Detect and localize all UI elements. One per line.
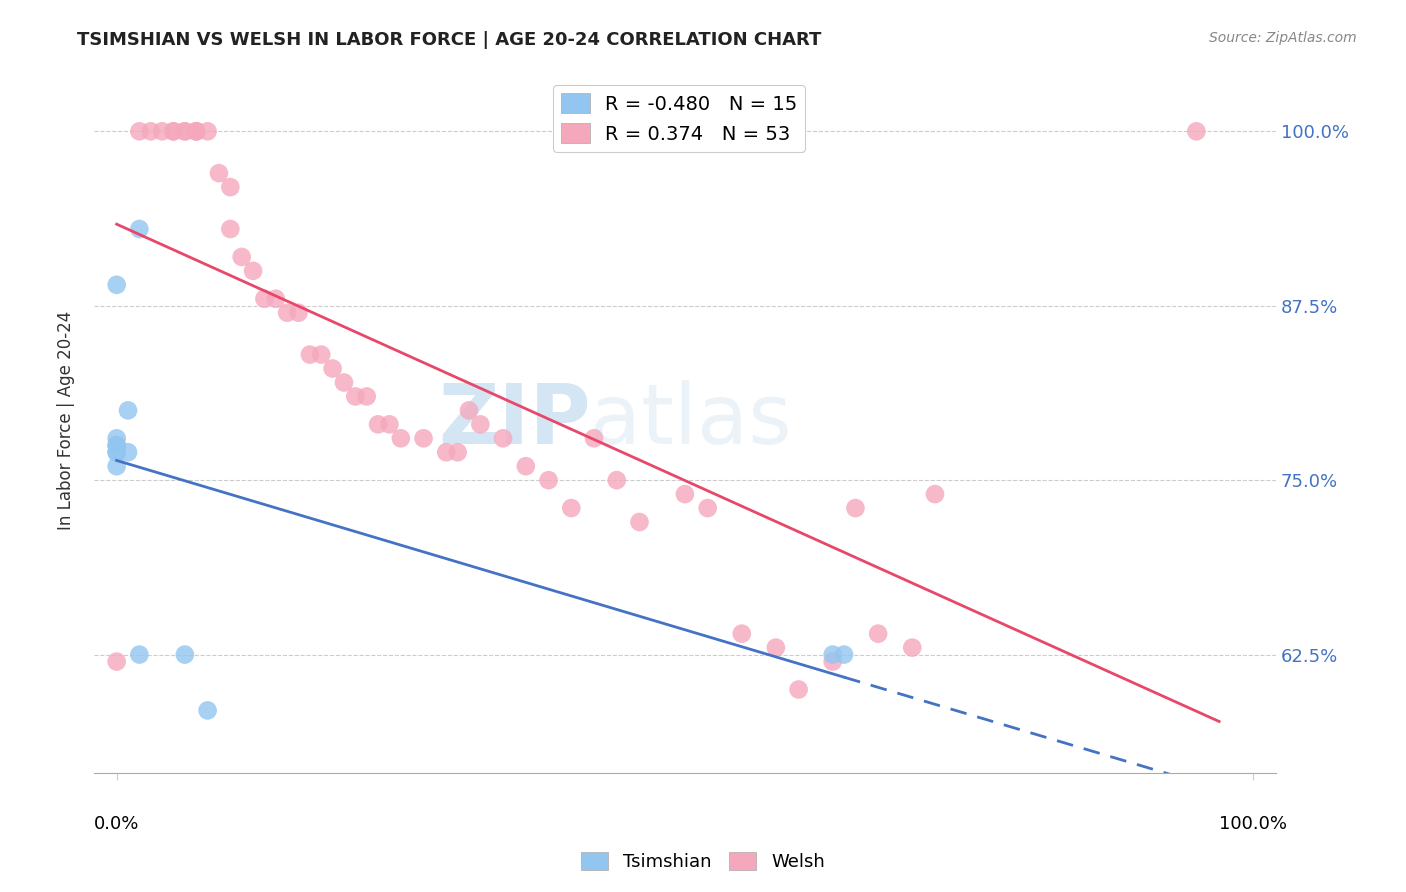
Point [264, 292, 287, 306]
Point [560, 501, 582, 516]
Point [628, 515, 651, 529]
Point [105, 277, 128, 292]
Point [219, 180, 242, 194]
Point [333, 376, 356, 390]
Point [309, 348, 332, 362]
Point [731, 626, 754, 640]
Text: 100.0%: 100.0% [1219, 815, 1288, 833]
Point [242, 264, 264, 278]
Text: TSIMSHIAN VS WELSH IN LABOR FORCE | AGE 20-24 CORRELATION CHART: TSIMSHIAN VS WELSH IN LABOR FORCE | AGE … [77, 31, 821, 49]
Point [356, 389, 378, 403]
Point [253, 292, 276, 306]
Point [276, 306, 298, 320]
Point [446, 445, 468, 459]
Point [197, 124, 219, 138]
Point [128, 648, 150, 662]
Point [105, 445, 128, 459]
Point [186, 124, 208, 138]
Text: Source: ZipAtlas.com: Source: ZipAtlas.com [1209, 31, 1357, 45]
Point [344, 389, 367, 403]
Legend: Tsimshian, Welsh: Tsimshian, Welsh [574, 845, 832, 879]
Point [832, 648, 855, 662]
Point [231, 250, 253, 264]
Point [105, 655, 128, 669]
Point [186, 124, 208, 138]
Point [173, 124, 195, 138]
Point [537, 473, 560, 487]
Point [378, 417, 401, 432]
Point [128, 222, 150, 236]
Point [606, 473, 628, 487]
Y-axis label: In Labor Force | Age 20-24: In Labor Force | Age 20-24 [58, 311, 75, 531]
Point [434, 445, 457, 459]
Point [389, 431, 412, 445]
Point [105, 459, 128, 474]
Point [287, 306, 309, 320]
Point [582, 431, 605, 445]
Point [117, 445, 139, 459]
Point [470, 417, 492, 432]
Point [821, 655, 844, 669]
Point [208, 166, 231, 180]
Point [105, 438, 128, 452]
Legend: R = -0.480   N = 15, R = 0.374   N = 53: R = -0.480 N = 15, R = 0.374 N = 53 [553, 86, 806, 152]
Point [139, 124, 162, 138]
Point [219, 222, 242, 236]
Point [105, 431, 128, 445]
Text: atlas: atlas [591, 380, 792, 461]
Point [901, 640, 924, 655]
Point [696, 501, 718, 516]
Point [868, 626, 890, 640]
Point [673, 487, 696, 501]
Text: 0.0%: 0.0% [94, 815, 139, 833]
Point [186, 124, 208, 138]
Point [492, 431, 515, 445]
Point [367, 417, 389, 432]
Point [128, 124, 150, 138]
Point [162, 124, 184, 138]
Point [162, 124, 184, 138]
Text: ZIP: ZIP [437, 380, 591, 461]
Point [787, 682, 810, 697]
Point [173, 648, 195, 662]
Point [821, 648, 844, 662]
Point [458, 403, 481, 417]
Point [105, 445, 128, 459]
Point [298, 348, 321, 362]
Point [197, 703, 219, 717]
Point [924, 487, 946, 501]
Point [765, 640, 787, 655]
Point [322, 361, 344, 376]
Point [1185, 124, 1208, 138]
Point [150, 124, 173, 138]
Point [844, 501, 866, 516]
Point [117, 403, 139, 417]
Point [515, 459, 537, 474]
Point [412, 431, 434, 445]
Point [173, 124, 195, 138]
Point [105, 438, 128, 452]
